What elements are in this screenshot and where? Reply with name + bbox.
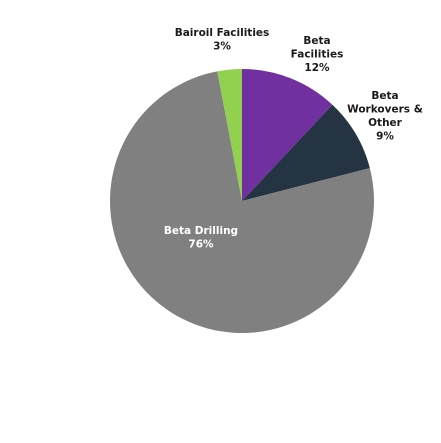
pie-slice-beta-workovers-other bbox=[242, 104, 370, 201]
pie-slices bbox=[109, 69, 374, 334]
slice-value-label: 76% bbox=[188, 239, 214, 251]
slice-name-label: Facilities bbox=[291, 49, 344, 61]
slice-name-label: Workovers & bbox=[347, 104, 423, 116]
slice-label-2: Beta Drilling 76% bbox=[164, 225, 238, 251]
slice-label-3: Bairoil Facilities 3% bbox=[175, 27, 270, 53]
pie-slice-bairoil-facilities bbox=[217, 69, 242, 201]
slice-name-label: Beta Drilling bbox=[164, 225, 238, 237]
slice-value-label: 3% bbox=[213, 41, 231, 53]
slice-label-1: Beta Workovers & Other 9% bbox=[347, 90, 423, 143]
slice-value-label: 9% bbox=[376, 131, 394, 143]
slice-name-label: Other bbox=[368, 117, 403, 129]
slice-value-label: 12% bbox=[304, 62, 330, 74]
slice-name-label: Bairoil Facilities bbox=[175, 27, 270, 39]
slice-name-label: Beta bbox=[371, 90, 398, 102]
pie-slice-beta-drilling bbox=[109, 71, 374, 334]
pie-slice-beta-facilities bbox=[242, 69, 333, 201]
pie-labels: Beta Facilities 12%Beta Workovers & Other 9%B… bbox=[164, 27, 423, 251]
slice-label-0: Beta Facilities 12% bbox=[291, 35, 344, 74]
slice-name-label: Beta bbox=[303, 35, 330, 47]
